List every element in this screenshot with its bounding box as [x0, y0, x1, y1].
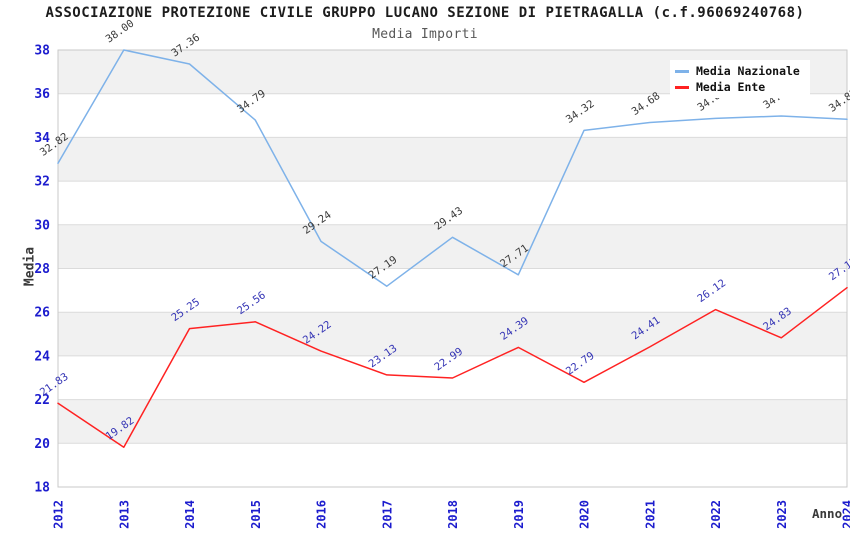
x-tick-label: 2016	[315, 500, 329, 529]
x-tick-label: 2022	[709, 500, 723, 529]
x-tick-label: 2020	[578, 500, 592, 529]
y-tick-label: 20	[34, 437, 50, 452]
y-axis-title: Media	[22, 246, 38, 287]
point-label: 26.12	[695, 277, 728, 305]
x-tick-label: 2021	[643, 500, 657, 529]
x-axis-title: Anno	[812, 506, 843, 521]
y-axis-ticks: 38 36 34 32 30 28 26 24 22 20 18	[34, 44, 50, 496]
line-media-ente	[57, 286, 848, 448]
x-tick-label: 2015	[249, 500, 263, 529]
y-tick-label: 38	[34, 44, 50, 59]
legend: Media Nazionale Media Ente	[670, 60, 810, 98]
x-tick-label: 2014	[183, 500, 197, 529]
legend-item: Media Nazionale	[675, 64, 805, 78]
point-label: 21.83	[38, 371, 71, 399]
legend-item: Media Ente	[675, 80, 805, 94]
chart-title: ASSOCIAZIONE PROTEZIONE CIVILE GRUPPO LU…	[45, 5, 805, 21]
y-tick-label: 18	[34, 481, 50, 496]
chart-subtitle: Media Importi	[372, 27, 478, 42]
legend-line-swatch-icon	[675, 85, 689, 89]
y-tick-label: 32	[34, 175, 50, 190]
y-tick-label: 36	[34, 87, 50, 102]
point-label: 34.32	[564, 98, 597, 126]
x-tick-label: 2017	[380, 500, 394, 529]
grid-lines	[58, 49, 847, 488]
y-tick-label: 26	[34, 306, 50, 321]
plot-bands	[58, 50, 847, 444]
plot-border	[57, 49, 848, 488]
x-tick-label: 2023	[775, 500, 789, 529]
x-tick-label: 2019	[512, 500, 526, 529]
x-tick-label: 2024	[841, 500, 850, 529]
y-tick-label: 30	[34, 218, 50, 233]
y-tick-label: 34	[34, 131, 50, 146]
x-axis-ticks: 2012 2013 2014 2015 2016 2017 2018 2019 2020 2021…	[52, 500, 850, 529]
legend-line-swatch-icon	[675, 69, 689, 73]
line-media-nazionale	[57, 49, 848, 287]
x-tick-label: 2012	[52, 500, 66, 529]
legend-label: Media Nazionale	[696, 64, 800, 78]
y-tick-label: 22	[34, 393, 50, 408]
y-tick-label: 24	[34, 349, 50, 364]
y-tick-label: 28	[34, 262, 50, 277]
x-tick-label: 2018	[446, 500, 460, 529]
legend-label: Media Ente	[696, 80, 766, 94]
x-tick-label: 2013	[117, 500, 131, 529]
